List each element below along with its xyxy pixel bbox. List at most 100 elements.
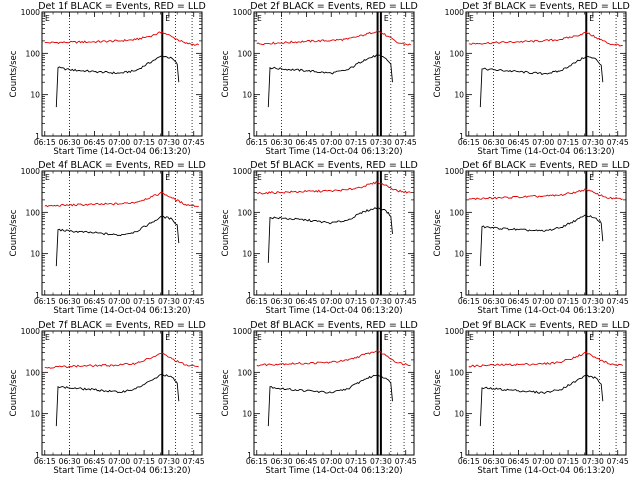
- y-tick-label: 10: [30, 410, 40, 419]
- plot-frame: [465, 170, 627, 296]
- x-tick-label: 07:00: [320, 138, 342, 147]
- panel-title: Det 1f BLACK = Events, RED = LLD: [38, 1, 206, 12]
- y-tick-label: 1: [35, 291, 40, 300]
- y-tick-label: 1000: [21, 8, 40, 17]
- detector-panel: Det 6f BLACK = Events, RED = LLD 1 10 100 10…: [433, 160, 630, 316]
- y-axis-label: Counts/sec: [433, 369, 443, 416]
- x-tick-label: 06:15: [458, 138, 480, 147]
- x-tick-label: 06:30: [59, 297, 81, 306]
- flag-label: E: [165, 14, 170, 23]
- y-tick-label: 1000: [21, 167, 40, 176]
- flag-label: E: [257, 173, 262, 182]
- y-tick-label: 100: [26, 368, 41, 377]
- x-tick-label: 06:45: [83, 457, 105, 466]
- x-tick-label: 07:45: [183, 457, 205, 466]
- plot-frame: [465, 330, 627, 456]
- x-tick-label: 06:30: [483, 457, 505, 466]
- lld-series-line: [468, 351, 623, 368]
- x-tick-label: 07:45: [607, 297, 629, 306]
- x-tick-label: 06:15: [34, 457, 56, 466]
- y-tick-label: 100: [450, 208, 465, 217]
- x-tick-label: 07:30: [370, 138, 392, 147]
- y-tick-label: 100: [450, 49, 465, 58]
- y-tick-label: 10: [454, 250, 464, 259]
- detector-panel: Det 9f BLACK = Events, RED = LLD 1 10 100 10…: [433, 320, 630, 476]
- lld-series-line: [468, 31, 623, 47]
- flag-label: E: [589, 14, 594, 23]
- x-tick-label: 07:30: [158, 457, 180, 466]
- x-tick-label: 06:30: [483, 138, 505, 147]
- x-tick-label: 07:45: [607, 138, 629, 147]
- x-tick-label: 07:15: [345, 138, 367, 147]
- x-tick-label: 07:15: [557, 457, 579, 466]
- events-series-line: [267, 207, 393, 263]
- y-axis-label: Counts/sec: [9, 369, 19, 416]
- x-axis-label: Start Time (14-Oct-04 06:13:20): [53, 147, 190, 157]
- x-tick-label: 07:00: [108, 138, 130, 147]
- x-tick-label: 07:00: [320, 457, 342, 466]
- x-tick-label: 06:45: [295, 138, 317, 147]
- y-tick-label: 10: [30, 250, 40, 259]
- x-tick-label: 06:45: [295, 297, 317, 306]
- x-tick-label: 06:15: [458, 297, 480, 306]
- panel-title: Det 4f BLACK = Events, RED = LLD: [38, 160, 206, 171]
- x-tick-label: 06:30: [271, 457, 293, 466]
- x-tick-label: 07:15: [345, 457, 367, 466]
- flag-label: E: [257, 333, 262, 342]
- y-tick-label: 100: [450, 368, 465, 377]
- y-tick-label: 1: [35, 132, 40, 141]
- events-series-line: [267, 374, 393, 427]
- events-series-line: [479, 55, 604, 108]
- events-series-line: [479, 214, 604, 267]
- x-tick-label: 07:30: [582, 457, 604, 466]
- y-axis-label: Counts/sec: [221, 209, 231, 256]
- x-tick-label: 07:45: [395, 297, 417, 306]
- panel-title: Det 6f BLACK = Events, RED = LLD: [462, 160, 630, 171]
- x-tick-label: 07:30: [370, 297, 392, 306]
- y-tick-label: 100: [26, 49, 41, 58]
- plot-frame: [465, 11, 627, 137]
- y-tick-label: 1000: [233, 8, 252, 17]
- detector-panel: Det 7f BLACK = Events, RED = LLD 1 10 100 10…: [9, 320, 206, 476]
- x-tick-label: 06:15: [34, 138, 56, 147]
- x-tick-label: 07:15: [133, 297, 155, 306]
- x-tick-label: 07:15: [345, 297, 367, 306]
- events-series-line: [55, 373, 180, 427]
- x-tick-label: 07:30: [582, 138, 604, 147]
- y-tick-label: 10: [454, 410, 464, 419]
- y-tick-label: 1000: [445, 167, 464, 176]
- x-tick-label: 07:45: [183, 297, 205, 306]
- events-series-line: [267, 54, 393, 108]
- x-tick-label: 06:30: [59, 138, 81, 147]
- x-tick-label: 07:15: [557, 138, 579, 147]
- y-tick-label: 10: [454, 91, 464, 100]
- detector-panel: Det 5f BLACK = Events, RED = LLD 1 10 100 10…: [221, 160, 418, 316]
- y-tick-label: 1000: [445, 327, 464, 336]
- y-tick-label: 10: [242, 250, 252, 259]
- detector-panel: Det 1f BLACK = Events, RED = LLD 1 10 100 10…: [9, 1, 206, 157]
- x-tick-label: 06:45: [83, 297, 105, 306]
- events-series-line: [55, 215, 180, 267]
- flag-label: E: [165, 333, 170, 342]
- x-tick-label: 07:30: [158, 138, 180, 147]
- flag-label: E: [384, 173, 389, 182]
- x-tick-label: 07:00: [108, 297, 130, 306]
- y-tick-label: 1000: [445, 8, 464, 17]
- x-tick-label: 06:45: [83, 138, 105, 147]
- y-axis-label: Counts/sec: [433, 50, 443, 97]
- events-series-line: [55, 55, 180, 108]
- flag-label: E: [384, 333, 389, 342]
- y-tick-label: 1: [247, 451, 252, 460]
- x-tick-label: 07:45: [183, 138, 205, 147]
- y-axis-label: Counts/sec: [221, 369, 231, 416]
- lld-series-line: [468, 188, 623, 201]
- flag-label: E: [45, 333, 50, 342]
- detector-panel: Det 2f BLACK = Events, RED = LLD 1 10 100 10…: [221, 1, 418, 157]
- y-axis-label: Counts/sec: [9, 209, 19, 256]
- x-tick-label: 07:45: [395, 138, 417, 147]
- y-tick-label: 1000: [21, 327, 40, 336]
- x-axis-label: Start Time (14-Oct-04 06:13:20): [477, 466, 614, 476]
- x-tick-label: 07:15: [133, 457, 155, 466]
- flag-label: E: [469, 173, 474, 182]
